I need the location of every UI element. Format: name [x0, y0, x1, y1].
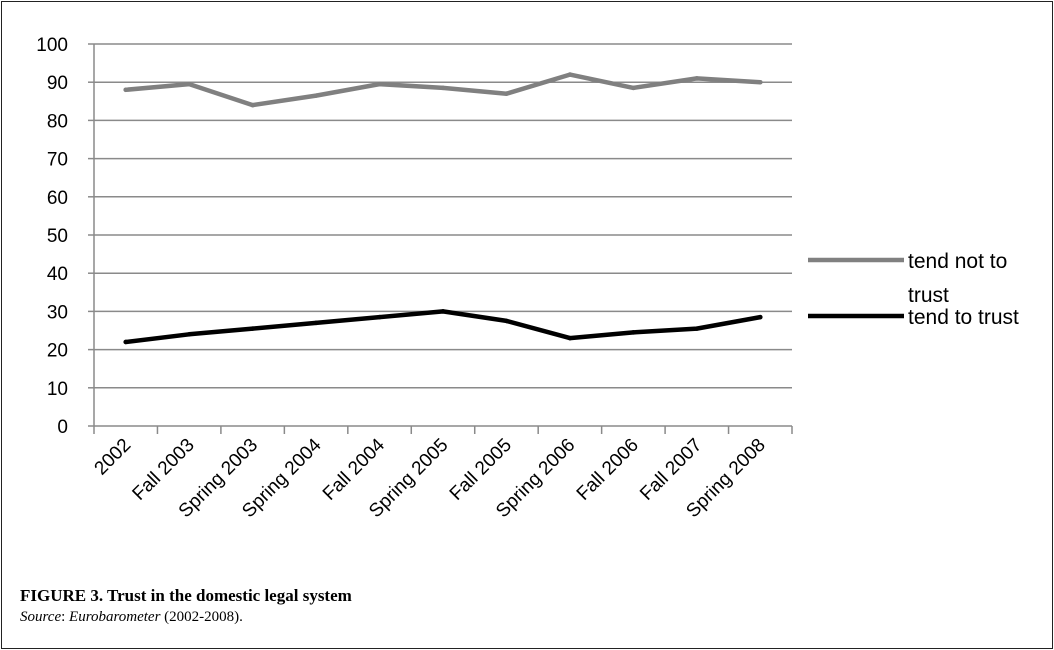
caption-title: FIGURE 3. Trust in the domestic legal sy…	[20, 586, 352, 605]
data-point	[123, 339, 128, 345]
data-point	[186, 81, 192, 87]
data-point	[313, 320, 319, 326]
series-lines	[123, 72, 763, 345]
x-tick-label: Fall 2006	[573, 435, 643, 505]
y-tick-label: 20	[47, 341, 68, 362]
data-point	[313, 93, 319, 98]
data-point	[758, 314, 763, 320]
legend-label: tend to trust	[908, 306, 1019, 329]
data-point	[694, 326, 700, 331]
gridlines	[94, 43, 792, 389]
legend-label: trust	[908, 284, 949, 307]
y-tick-label: 0	[57, 417, 68, 438]
y-tick-label: 90	[47, 73, 68, 94]
y-tick-label: 60	[47, 188, 68, 209]
series-line-tend-to-trust	[123, 309, 763, 345]
y-tick-label: 100	[36, 35, 68, 56]
y-tick-label: 80	[47, 111, 68, 132]
data-point	[631, 330, 636, 335]
data-point	[186, 332, 192, 337]
y-tick-label: 40	[47, 264, 68, 285]
y-tick-label: 10	[47, 379, 68, 400]
data-point	[504, 318, 509, 324]
data-point	[440, 85, 446, 91]
data-point	[631, 85, 636, 91]
x-tick-label: 2002	[91, 435, 136, 480]
data-point	[250, 102, 255, 108]
data-point	[377, 314, 382, 320]
y-tick-label: 70	[47, 150, 68, 171]
source-years: (2002-2008).	[160, 609, 243, 625]
y-tick-label: 30	[47, 302, 68, 323]
data-point	[123, 87, 128, 93]
source-name: Eurobarometer	[69, 609, 161, 625]
data-point	[250, 326, 255, 331]
legend-label: tend not to	[908, 250, 1007, 273]
data-point	[504, 91, 509, 96]
source-label: Source	[20, 609, 62, 625]
caption-source: Source: Eurobarometer (2002-2008).	[20, 607, 352, 627]
axes	[88, 43, 793, 434]
data-point	[567, 72, 573, 77]
data-point	[567, 335, 573, 341]
data-point	[377, 81, 382, 87]
source-colon: :	[61, 609, 70, 625]
data-point	[758, 79, 763, 85]
y-tick-labels: 0 10 20 30 40 50 60 70 80 90 100	[36, 35, 68, 438]
y-tick-label: 50	[47, 226, 68, 247]
figure-caption: FIGURE 3. Trust in the domestic legal sy…	[20, 585, 352, 627]
data-point	[440, 309, 446, 314]
data-point	[694, 76, 700, 81]
